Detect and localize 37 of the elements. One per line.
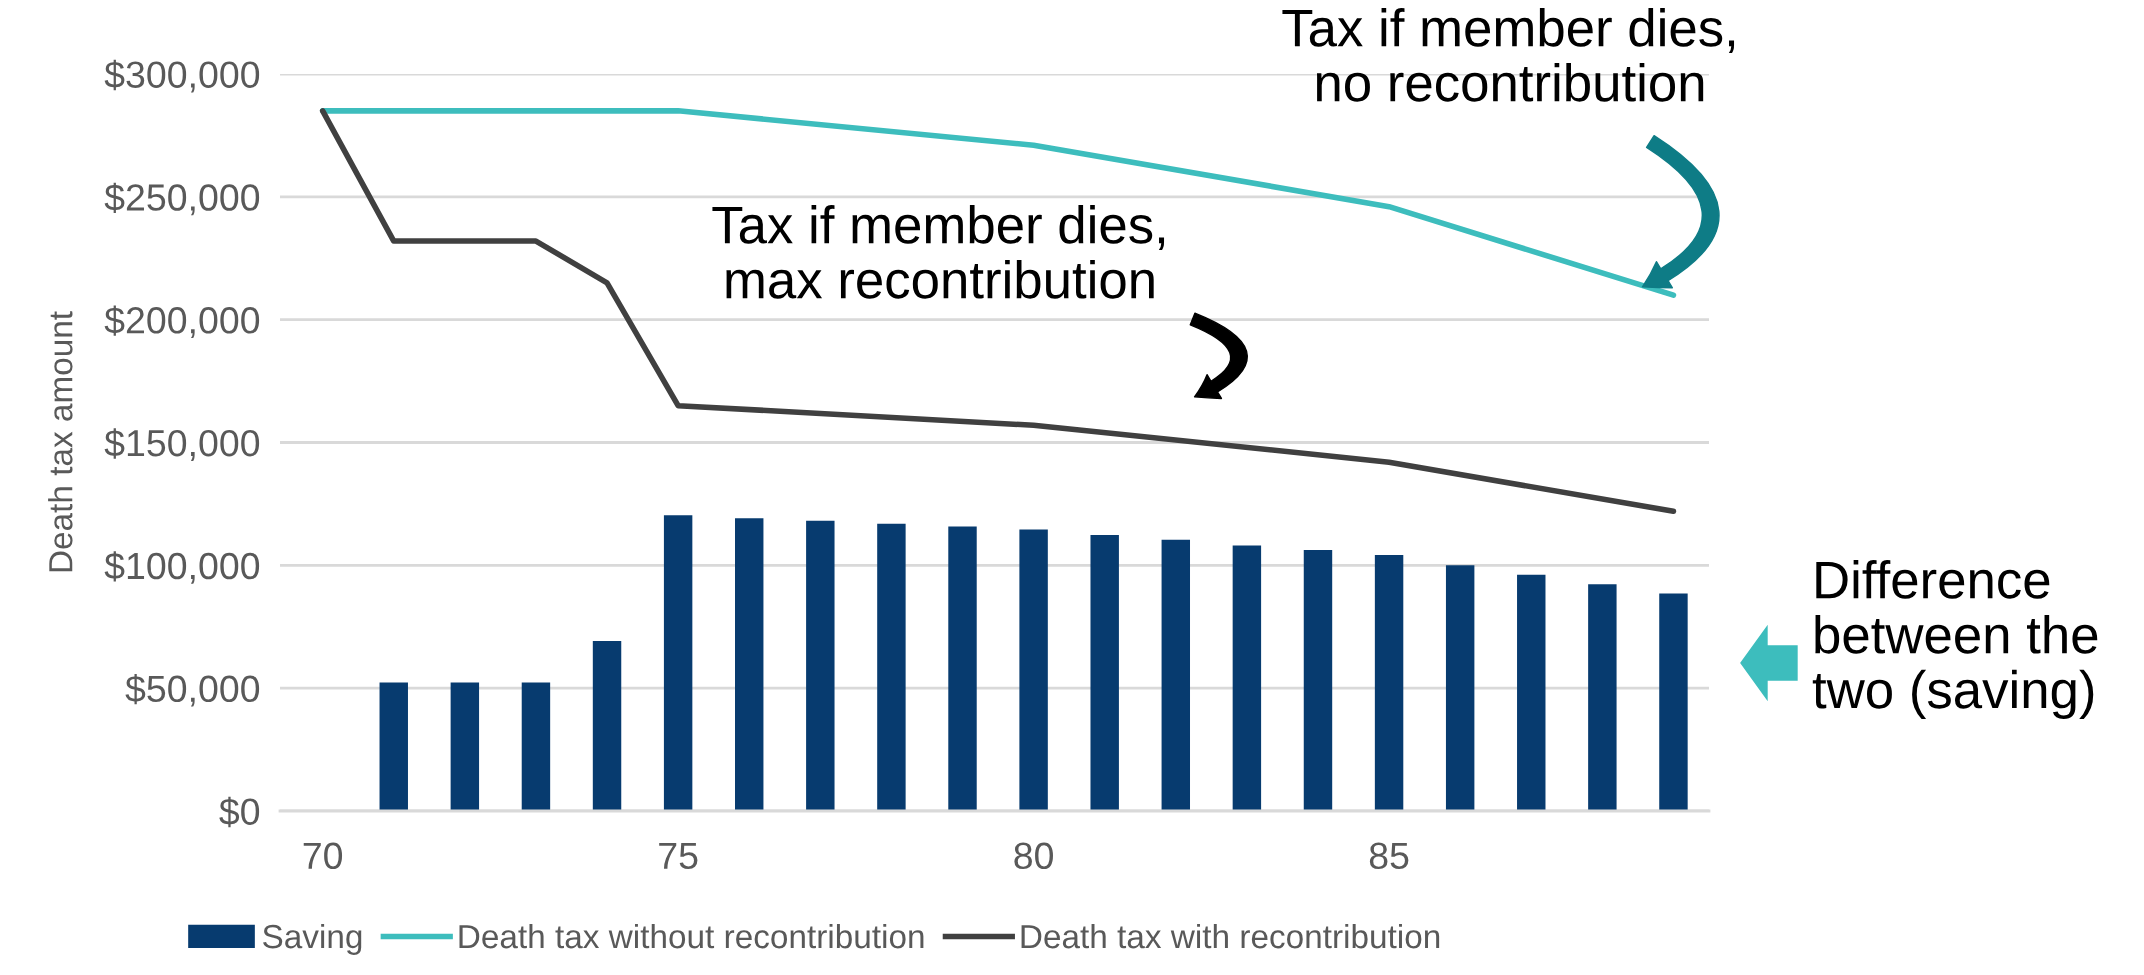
y-tick-label: $100,000 [104, 551, 260, 584]
legend-label: Saving [263, 923, 362, 955]
bar [1445, 565, 1475, 811]
bar [735, 518, 764, 811]
x-tick-label: 85 [1369, 842, 1409, 870]
y-tick-label: $250,000 [104, 182, 260, 216]
annotation: Tax if member dies, max recontribution [712, 205, 1165, 299]
bar [1659, 593, 1688, 811]
bar [521, 682, 551, 811]
text: Difference between the two (saving) [1812, 560, 2098, 720]
annotation: Tax if member dies, no recontribution [1282, 8, 1735, 102]
bar [379, 682, 408, 811]
legend-label: Death tax without recontribution [459, 923, 924, 949]
bar [1588, 584, 1617, 811]
bar [1161, 539, 1191, 811]
y-axis-title: Death tax amount [48, 311, 73, 572]
bar [450, 682, 480, 811]
bar [1374, 555, 1404, 811]
x-tick-label: 80 [1014, 842, 1053, 870]
bar [1232, 545, 1262, 811]
bar [1090, 535, 1119, 811]
y-tick-label: $200,000 [104, 305, 260, 339]
legend-label: Death tax with recontribution [1021, 923, 1440, 949]
x-tick-label: 75 [659, 842, 698, 870]
bar [1517, 574, 1546, 811]
bar [1019, 529, 1048, 811]
bar [877, 523, 906, 811]
bar [592, 641, 622, 811]
y-tick-label: $0 [219, 796, 260, 828]
y-tick-label: $50,000 [125, 673, 260, 707]
bar [663, 515, 693, 811]
y-tick-label: $150,000 [104, 428, 260, 461]
x-tick-label: 70 [303, 842, 343, 870]
y-tick-label: $300,000 [104, 59, 260, 93]
bar [806, 520, 835, 811]
bar [1303, 550, 1333, 811]
bar [948, 526, 977, 811]
